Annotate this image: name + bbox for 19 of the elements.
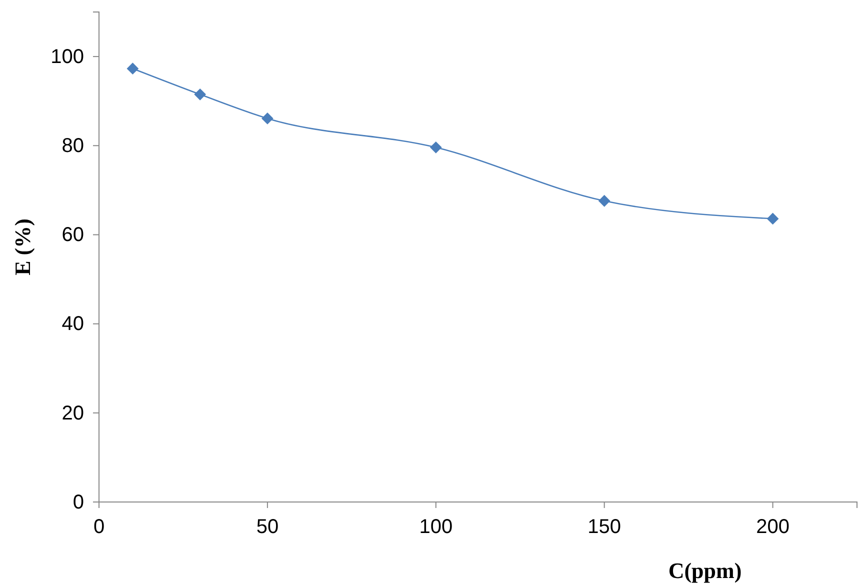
point: [598, 194, 610, 207]
y-tick-label: 80: [62, 135, 84, 158]
x-tick-label: 200: [756, 516, 790, 538]
x-tick-label: 0: [93, 516, 105, 538]
point: [194, 88, 206, 100]
y-tick-label: 100: [50, 46, 84, 68]
point: [766, 212, 779, 225]
y-tick-label: 0: [72, 491, 84, 514]
y-tick-label: 60: [62, 224, 84, 246]
y-tick-label: 20: [62, 402, 84, 424]
x-axis-title: C(ppm): [668, 558, 742, 583]
point: [430, 141, 442, 154]
x-tick-label: 150: [588, 516, 622, 538]
point: [126, 62, 139, 75]
y-tick-label: 40: [62, 313, 84, 336]
x-tick-label: 100: [419, 516, 453, 538]
y-axis-title: E (%): [10, 218, 35, 276]
point: [262, 112, 274, 124]
x-tick-label: 50: [256, 516, 279, 538]
